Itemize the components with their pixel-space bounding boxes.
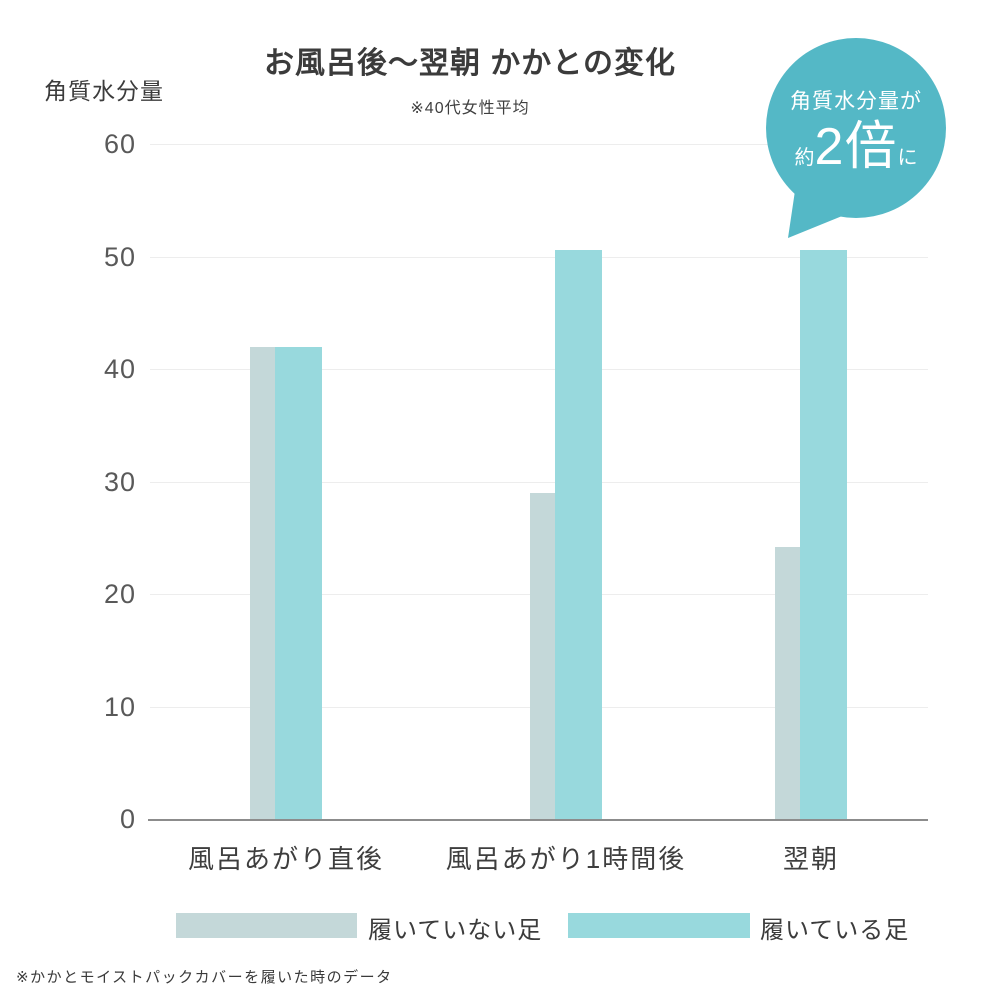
bar-series0-風呂あがり直後 <box>250 346 275 819</box>
footnote: ※かかとモイストパックカバーを履いた時のデータ <box>16 969 393 986</box>
gridline-40 <box>150 369 928 370</box>
bubble-particle: に <box>897 147 918 169</box>
legend-swatch-not-wearing <box>176 913 357 938</box>
gridline-30 <box>150 481 928 483</box>
bubble-approx: 約 <box>794 147 815 169</box>
gridline-50 <box>150 256 928 258</box>
legend-swatch-wearing <box>568 913 750 938</box>
x-label-1: 風呂あがり1時間後 <box>445 844 687 874</box>
chart-header: お風呂後〜翌朝 かかとの変化 ※40代女性平均 <box>0 38 940 118</box>
y-tick-50: 50 <box>103 241 136 272</box>
legend-label-wearing: 履いている足 <box>760 917 910 944</box>
y-tick-0: 0 <box>119 804 136 834</box>
legend-label-not-wearing: 履いていない足 <box>368 917 543 944</box>
bar-series1-風呂あがり直後 <box>275 346 322 819</box>
y-tick-20: 20 <box>103 579 136 609</box>
bubble-multiplier: 2倍 <box>814 118 898 176</box>
y-tick-10: 10 <box>103 691 136 722</box>
chart-subtitle: ※40代女性平均 <box>410 100 530 117</box>
chart-title: お風呂後〜翌朝 かかとの変化 <box>263 47 677 80</box>
y-axis-title: 角質水分量 <box>44 78 164 104</box>
bubble-line2: 約2倍に <box>795 121 918 173</box>
x-label-0: 風呂あがり直後 <box>187 844 385 874</box>
bar-series1-風呂あがり1時間後 <box>555 249 602 819</box>
bar-series0-翌朝 <box>775 546 800 819</box>
y-tick-40: 40 <box>103 354 136 384</box>
x-label-2: 翌朝 <box>782 844 840 874</box>
x-axis-line <box>148 819 928 821</box>
bubble-text: 角質水分量が 約2倍に <box>766 38 946 218</box>
bubble-line1: 角質水分量が <box>790 90 922 113</box>
gridline-60 <box>150 144 928 145</box>
bar-series1-翌朝 <box>800 249 847 819</box>
speech-bubble-shape <box>766 38 946 238</box>
bar-series0-風呂あがり1時間後 <box>530 492 555 819</box>
highlight-bubble: 角質水分量が 約2倍に <box>766 38 946 250</box>
y-tick-60: 60 <box>103 129 136 159</box>
y-tick-30: 30 <box>103 466 136 497</box>
